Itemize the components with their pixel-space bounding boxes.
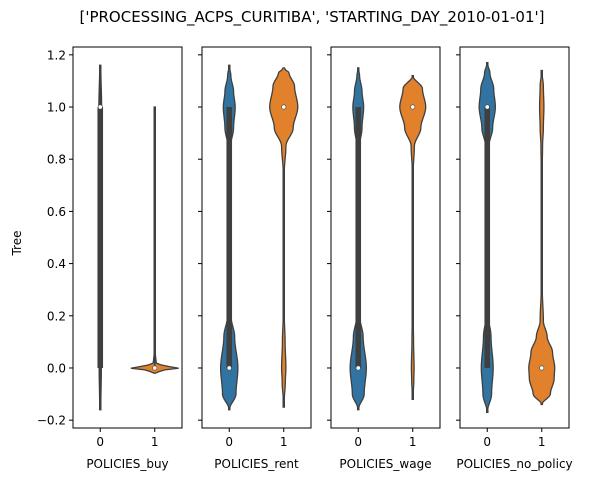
x-axis-label: POLICIES_wage (339, 457, 431, 471)
x-tick-label: 0 (354, 435, 362, 449)
y-tick-label: 0.6 (47, 205, 66, 219)
x-tick-label: 1 (151, 435, 159, 449)
violin-box (226, 107, 233, 368)
violin-median (281, 104, 287, 110)
x-axis-label: POLICIES_rent (214, 457, 299, 471)
panel-1: −0.2 0.0 0.2 0.4 0.6 0.8 1.0 1.2 0 1 POLICIES_buy (37, 46, 183, 471)
panel-2: 0 1 POLICIES_rent (198, 46, 312, 471)
x-tick-label: 0 (483, 435, 491, 449)
violin-median (539, 365, 545, 371)
y-tick-label: 0.2 (47, 309, 66, 323)
panel-3: 0 1 POLICIES_wage (327, 46, 441, 471)
y-tick-label: 0.8 (47, 153, 66, 167)
violin-body (528, 69, 556, 406)
violin-box (97, 107, 104, 368)
panel-frame (330, 46, 441, 429)
violin-body (269, 67, 299, 408)
figure-title: ['PROCESSING_ACPS_CURITIBA', 'STARTING_D… (79, 8, 544, 27)
y-tick-label: 0.4 (47, 257, 66, 271)
y-tick-label: 1.0 (47, 101, 66, 115)
x-tick-label: 1 (280, 435, 288, 449)
x-axis-label: POLICIES_buy (86, 457, 168, 471)
panel-frame (201, 46, 312, 429)
violin-median (97, 104, 103, 110)
y-axis-label: Tree (10, 230, 24, 256)
x-tick-label: 0 (96, 435, 104, 449)
violin-body (399, 75, 427, 400)
panel-4: 0 1 POLICIES_no_policy (456, 46, 573, 471)
violin-median (484, 104, 490, 110)
x-axis-label: POLICIES_no_policy (456, 457, 572, 471)
y-tick-label: −0.2 (37, 414, 66, 428)
panels: −0.2 0.0 0.2 0.4 0.6 0.8 1.0 1.2 0 1 POLICIES_buy 0… (37, 46, 573, 471)
y-tick-label: 0.0 (47, 361, 66, 375)
violin-box (484, 107, 491, 368)
x-tick-label: 1 (538, 435, 546, 449)
x-tick-label: 0 (225, 435, 233, 449)
panel-frame (72, 46, 183, 429)
violin-median (226, 365, 232, 371)
x-tick-label: 1 (409, 435, 417, 449)
violin-box (355, 107, 362, 368)
y-tick-label: 1.2 (47, 48, 66, 62)
violin-median (355, 365, 361, 371)
violin-median (152, 365, 158, 371)
panel-frame (459, 46, 570, 429)
violin-median (410, 104, 416, 110)
